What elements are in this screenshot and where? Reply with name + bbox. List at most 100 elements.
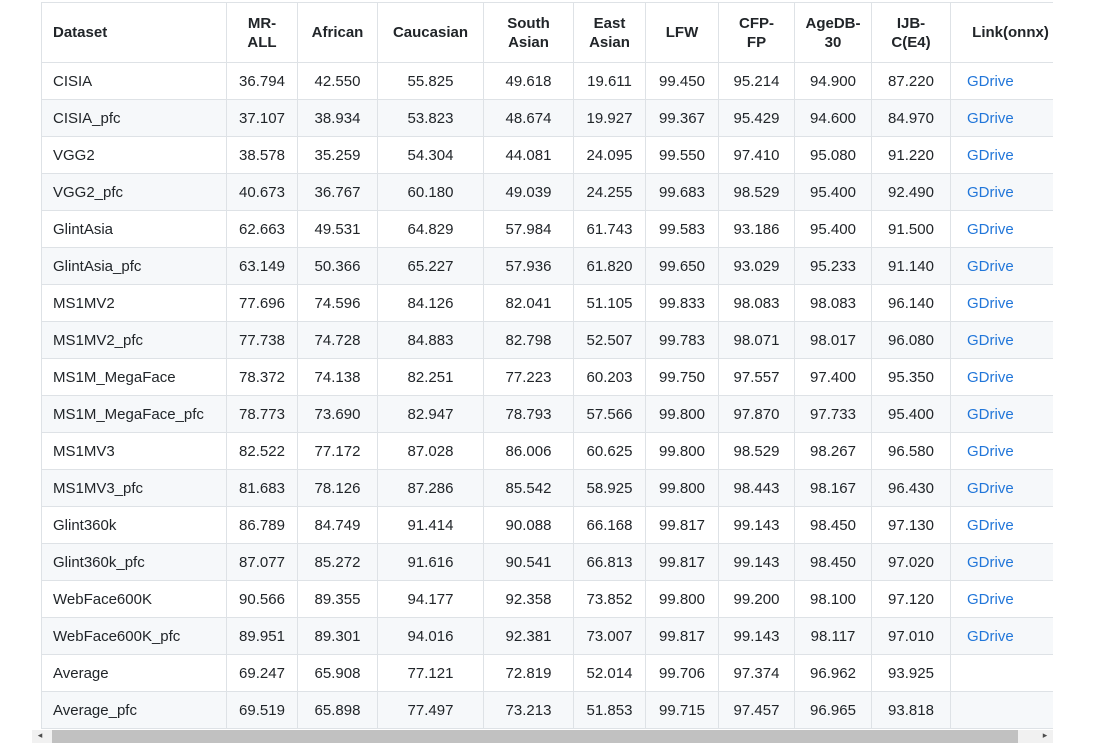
value-cell: 60.625 (573, 432, 646, 470)
scrollbar-thumb[interactable] (52, 730, 1018, 743)
value-cell: 99.715 (645, 691, 719, 729)
link-cell (950, 691, 1053, 729)
gdrive-link[interactable]: GDrive (967, 294, 1014, 312)
gdrive-link[interactable]: GDrive (967, 183, 1014, 201)
value-cell: 98.017 (794, 321, 872, 359)
column-header-east-asian: East Asian (573, 2, 646, 63)
dataset-name-cell: MS1MV2_pfc (41, 321, 227, 359)
gdrive-link[interactable]: GDrive (967, 109, 1014, 127)
value-cell: 98.529 (718, 173, 795, 211)
value-cell: 97.130 (871, 506, 951, 544)
value-cell: 96.580 (871, 432, 951, 470)
value-cell: 98.267 (794, 432, 872, 470)
value-cell: 94.600 (794, 99, 872, 137)
value-cell: 74.138 (297, 358, 378, 396)
value-cell: 95.400 (871, 395, 951, 433)
value-cell: 82.947 (377, 395, 484, 433)
gdrive-link[interactable]: GDrive (967, 627, 1014, 645)
horizontal-scrollbar[interactable]: ◂ ▸ (32, 730, 1053, 743)
value-cell: 38.934 (297, 99, 378, 137)
link-cell: GDrive (950, 284, 1053, 322)
value-cell: 97.120 (871, 580, 951, 618)
gdrive-link[interactable]: GDrive (967, 220, 1014, 238)
table-row-ms1mv2-pfc: MS1MV2_pfc 77.738 74.728 84.883 82.798 52.507… (41, 321, 1053, 359)
value-cell: 99.817 (645, 617, 719, 655)
gdrive-link[interactable]: GDrive (967, 257, 1014, 275)
value-cell: 97.020 (871, 543, 951, 581)
value-cell: 82.041 (483, 284, 574, 322)
value-cell: 49.618 (483, 62, 574, 100)
value-cell: 99.800 (645, 580, 719, 618)
table-row-ms1m-megaface-pfc: MS1M_MegaFace_pfc 78.773 73.690 82.947 78.79… (41, 395, 1053, 433)
dataset-name-cell: Glint360k_pfc (41, 543, 227, 581)
link-cell: GDrive (950, 247, 1053, 285)
value-cell: 98.083 (794, 284, 872, 322)
value-cell: 98.071 (718, 321, 795, 359)
value-cell: 93.029 (718, 247, 795, 285)
value-cell: 98.167 (794, 469, 872, 507)
value-cell: 99.550 (645, 136, 719, 174)
value-cell: 95.350 (871, 358, 951, 396)
table-row-ms1mv2: MS1MV2 77.696 74.596 84.126 82.041 51.105 99.8… (41, 284, 1053, 322)
gdrive-link[interactable]: GDrive (967, 72, 1014, 90)
benchmark-table-viewport[interactable]: Dataset MR- ALL African Caucasian South Asia… (41, 2, 1053, 730)
table-row-glintasia: GlintAsia 62.663 49.531 64.829 57.984 61.743 9… (41, 210, 1053, 248)
value-cell: 99.800 (645, 469, 719, 507)
scrollbar-track[interactable] (48, 730, 1037, 743)
dataset-name-cell: Average_pfc (41, 691, 227, 729)
gdrive-link[interactable]: GDrive (967, 479, 1014, 497)
value-cell: 99.450 (645, 62, 719, 100)
gdrive-link[interactable]: GDrive (967, 331, 1014, 349)
value-cell: 19.927 (573, 99, 646, 137)
gdrive-link[interactable]: GDrive (967, 516, 1014, 534)
value-cell: 98.450 (794, 543, 872, 581)
value-cell: 85.272 (297, 543, 378, 581)
value-cell: 99.817 (645, 543, 719, 581)
value-cell: 99.783 (645, 321, 719, 359)
value-cell: 98.083 (718, 284, 795, 322)
value-cell: 60.180 (377, 173, 484, 211)
value-cell: 82.251 (377, 358, 484, 396)
scroll-right-arrow-icon[interactable]: ▸ (1042, 731, 1048, 741)
header-row: Dataset MR- ALL African Caucasian South Asia… (41, 2, 1053, 63)
value-cell: 44.081 (483, 136, 574, 174)
value-cell: 84.749 (297, 506, 378, 544)
value-cell: 91.616 (377, 543, 484, 581)
value-cell: 78.372 (226, 358, 298, 396)
gdrive-link[interactable]: GDrive (967, 442, 1014, 460)
link-cell: GDrive (950, 543, 1053, 581)
dataset-name-cell: Glint360k (41, 506, 227, 544)
value-cell: 98.529 (718, 432, 795, 470)
table-row-glintasia-pfc: GlintAsia_pfc 63.149 50.366 65.227 57.936 61.… (41, 247, 1053, 285)
link-cell: GDrive (950, 617, 1053, 655)
value-cell: 78.793 (483, 395, 574, 433)
gdrive-link[interactable]: GDrive (967, 590, 1014, 608)
column-header-agedb-30: AgeDB- 30 (794, 2, 872, 63)
value-cell: 65.908 (297, 654, 378, 692)
value-cell: 35.259 (297, 136, 378, 174)
gdrive-link[interactable]: GDrive (967, 553, 1014, 571)
table-header: Dataset MR- ALL African Caucasian South Asia… (41, 2, 1053, 63)
value-cell: 52.014 (573, 654, 646, 692)
value-cell: 94.900 (794, 62, 872, 100)
value-cell: 95.214 (718, 62, 795, 100)
value-cell: 73.852 (573, 580, 646, 618)
value-cell: 99.650 (645, 247, 719, 285)
value-cell: 49.531 (297, 210, 378, 248)
table-row-cisia: CISIA 36.794 42.550 55.825 49.618 19.611 99.45… (41, 62, 1053, 100)
table-row-vgg2-pfc: VGG2_pfc 40.673 36.767 60.180 49.039 24.255 99… (41, 173, 1053, 211)
value-cell: 54.304 (377, 136, 484, 174)
table-row-vgg2: VGG2 38.578 35.259 54.304 44.081 24.095 99.550… (41, 136, 1053, 174)
value-cell: 96.430 (871, 469, 951, 507)
value-cell: 94.016 (377, 617, 484, 655)
gdrive-link[interactable]: GDrive (967, 368, 1014, 386)
value-cell: 92.381 (483, 617, 574, 655)
column-header-mr-all: MR- ALL (226, 2, 298, 63)
value-cell: 99.800 (645, 432, 719, 470)
gdrive-link[interactable]: GDrive (967, 146, 1014, 164)
value-cell: 90.541 (483, 543, 574, 581)
column-header-ijb-c-e4: IJB- C(E4) (871, 2, 951, 63)
value-cell: 78.126 (297, 469, 378, 507)
scroll-left-arrow-icon[interactable]: ◂ (37, 731, 43, 741)
gdrive-link[interactable]: GDrive (967, 405, 1014, 423)
